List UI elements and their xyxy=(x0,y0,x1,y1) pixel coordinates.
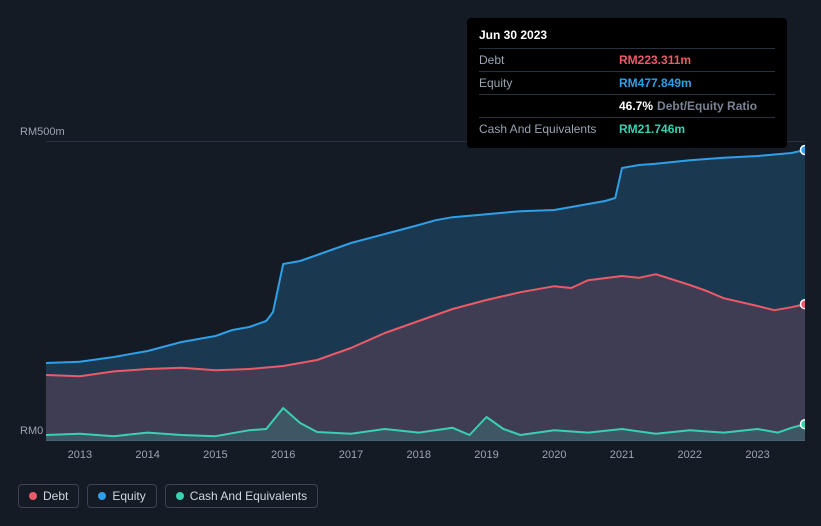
x-axis-tick: 2019 xyxy=(474,449,498,461)
x-axis-tick: 2022 xyxy=(678,449,702,461)
y-axis-tick-min: RM0 xyxy=(20,425,43,437)
tooltip-row: DebtRM223.311m xyxy=(479,48,775,71)
legend-label: Cash And Equivalents xyxy=(190,489,307,503)
x-axis-tick: 2016 xyxy=(271,449,295,461)
tooltip-row-label: Cash And Equivalents xyxy=(479,120,619,138)
tooltip-row-value: 46.7%Debt/Equity Ratio xyxy=(619,97,757,115)
legend-marker-icon xyxy=(29,492,37,500)
tooltip-row: EquityRM477.849m xyxy=(479,71,775,94)
tooltip-row-label: Equity xyxy=(479,74,619,92)
legend-marker-icon xyxy=(98,492,106,500)
x-axis-tick: 2013 xyxy=(68,449,92,461)
tooltip-row: Cash And EquivalentsRM21.746m xyxy=(479,117,775,140)
tooltip-row: 46.7%Debt/Equity Ratio xyxy=(479,94,775,117)
tooltip-row-value: RM21.746m xyxy=(619,120,685,138)
y-axis-tick-max: RM500m xyxy=(20,126,65,138)
legend-item-equity[interactable]: Equity xyxy=(87,484,156,508)
legend-marker-icon xyxy=(176,492,184,500)
tooltip-row-label: Debt xyxy=(479,51,619,69)
legend-item-debt[interactable]: Debt xyxy=(18,484,79,508)
chart-tooltip: Jun 30 2023 DebtRM223.311mEquityRM477.84… xyxy=(467,18,787,148)
tooltip-date: Jun 30 2023 xyxy=(479,26,775,44)
x-axis-tick: 2020 xyxy=(542,449,566,461)
legend-label: Debt xyxy=(43,489,68,503)
x-axis-tick: 2023 xyxy=(745,449,769,461)
x-axis-tick: 2021 xyxy=(610,449,634,461)
tooltip-row-label xyxy=(479,97,619,115)
financials-area-chart xyxy=(46,141,805,441)
x-axis-tick: 2018 xyxy=(406,449,430,461)
x-axis-tick: 2014 xyxy=(135,449,159,461)
tooltip-row-value: RM223.311m xyxy=(619,51,691,69)
tooltip-row-value: RM477.849m xyxy=(619,74,692,92)
legend-item-cash-and-equivalents[interactable]: Cash And Equivalents xyxy=(165,484,318,508)
chart-legend: Debt Equity Cash And Equivalents xyxy=(18,484,318,508)
x-axis-tick: 2017 xyxy=(339,449,363,461)
x-axis-tick: 2015 xyxy=(203,449,227,461)
legend-label: Equity xyxy=(112,489,145,503)
